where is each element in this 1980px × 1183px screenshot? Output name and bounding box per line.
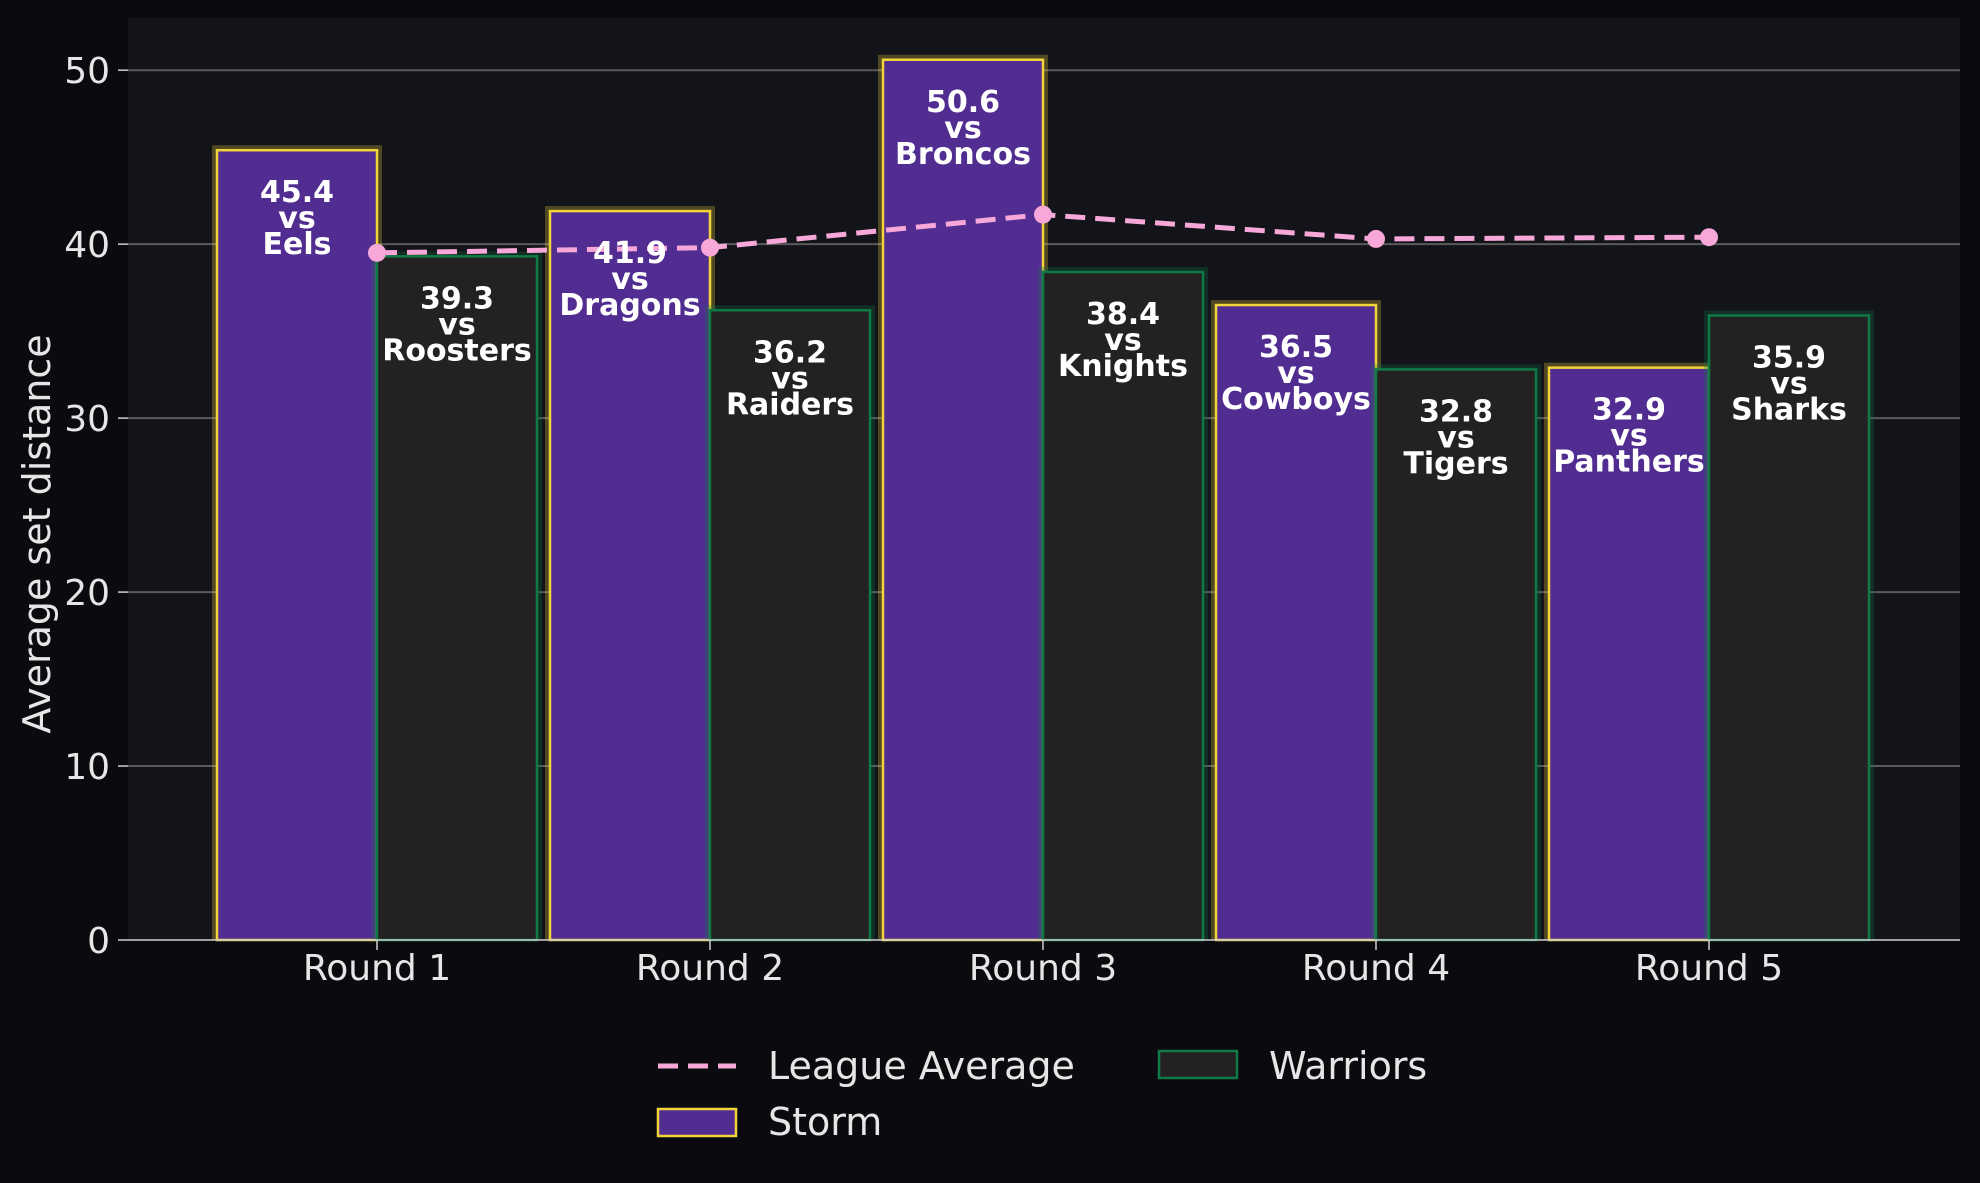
bar-storm: [1214, 303, 1378, 942]
bar-opponent-label: Knights: [1058, 349, 1188, 384]
league-average-point: [701, 238, 719, 257]
league-average-line: [368, 205, 1718, 262]
bar-value-label: 45.4: [260, 175, 334, 210]
bars: [212, 54, 1874, 942]
y-tick-label: 20: [64, 573, 110, 614]
bar-value-label: 50.6: [926, 85, 1000, 120]
y-tick-label: 40: [64, 225, 110, 266]
bar-storm: [215, 148, 379, 942]
x-tick-label: Round 5: [1635, 948, 1783, 989]
bar-vs-label: vs: [944, 111, 981, 146]
league-average-point: [1034, 205, 1052, 224]
bar-warriors: [1041, 270, 1205, 942]
legend: League Average Storm Warriors: [656, 1044, 1427, 1144]
bar-warriors: [1374, 368, 1538, 942]
legend-label: Storm: [768, 1100, 882, 1144]
legend-storm-swatch: [656, 1107, 738, 1138]
bar-vs-label: vs: [438, 307, 475, 342]
bar-opponent-label: Eels: [263, 227, 332, 262]
bar-labels: 45.4vsEels39.3vsRoosters41.9vsDragons36.…: [260, 85, 1847, 482]
bar-value-label: 32.9: [1592, 393, 1666, 428]
bar-value-label: 38.4: [1086, 297, 1160, 332]
y-axis-title: Average set distance: [15, 334, 59, 733]
bar-vs-label: vs: [1437, 420, 1474, 455]
bar-vs-label: vs: [278, 201, 315, 236]
x-tick-label: Round 4: [1302, 948, 1450, 989]
bar-vs-label: vs: [1104, 323, 1141, 358]
bar-opponent-label: Dragons: [559, 288, 700, 323]
bar-storm: [1547, 366, 1711, 942]
bar-vs-label: vs: [1277, 356, 1314, 391]
bar-vs-label: vs: [1770, 366, 1807, 401]
bar-opponent-label: Broncos: [895, 137, 1031, 172]
bar-opponent-label: Roosters: [382, 333, 532, 368]
bar-opponent-label: Sharks: [1731, 392, 1847, 427]
y-tick-label: 0: [87, 921, 110, 962]
x-tick-label: Round 1: [303, 948, 451, 989]
x-tick-label: Round 3: [969, 948, 1117, 989]
bar-warriors: [375, 255, 539, 942]
bar-value-label: 41.9: [593, 236, 667, 271]
bar-vs-label: vs: [611, 262, 648, 297]
bar-value-label: 35.9: [1752, 340, 1826, 375]
bar-opponent-label: Panthers: [1553, 445, 1704, 480]
axes: 0 10 20 30 40 50 Round 1 Round 2 Round 3 Round 4 R…: [64, 51, 1960, 989]
y-tick-label: 50: [64, 51, 110, 92]
bar-storm: [548, 209, 712, 942]
y-tick-label: 30: [64, 399, 110, 440]
y-tick-label: 10: [64, 747, 110, 788]
bar-value-label: 36.5: [1259, 330, 1333, 365]
bar-vs-label: vs: [771, 361, 808, 396]
league-average-point: [368, 243, 386, 262]
bar-warriors: [708, 309, 872, 942]
bar-vs-label: vs: [1610, 419, 1647, 454]
bar-value-label: 39.3: [420, 281, 494, 316]
bar-value-label: 36.2: [753, 335, 827, 370]
bar-opponent-label: Raiders: [726, 387, 854, 422]
x-tick-label: Round 2: [636, 948, 784, 989]
bar-opponent-label: Tigers: [1403, 446, 1508, 481]
bar-warriors: [1707, 314, 1871, 942]
legend-label: Warriors: [1269, 1044, 1427, 1088]
league-average-point: [1367, 229, 1385, 248]
league-average-point: [1700, 228, 1718, 247]
legend-label: League Average: [768, 1044, 1075, 1088]
legend-warriors-swatch: [1157, 1049, 1239, 1080]
bar-value-label: 32.8: [1419, 394, 1493, 429]
bar-storm: [881, 58, 1045, 942]
bar-opponent-label: Cowboys: [1221, 382, 1371, 417]
